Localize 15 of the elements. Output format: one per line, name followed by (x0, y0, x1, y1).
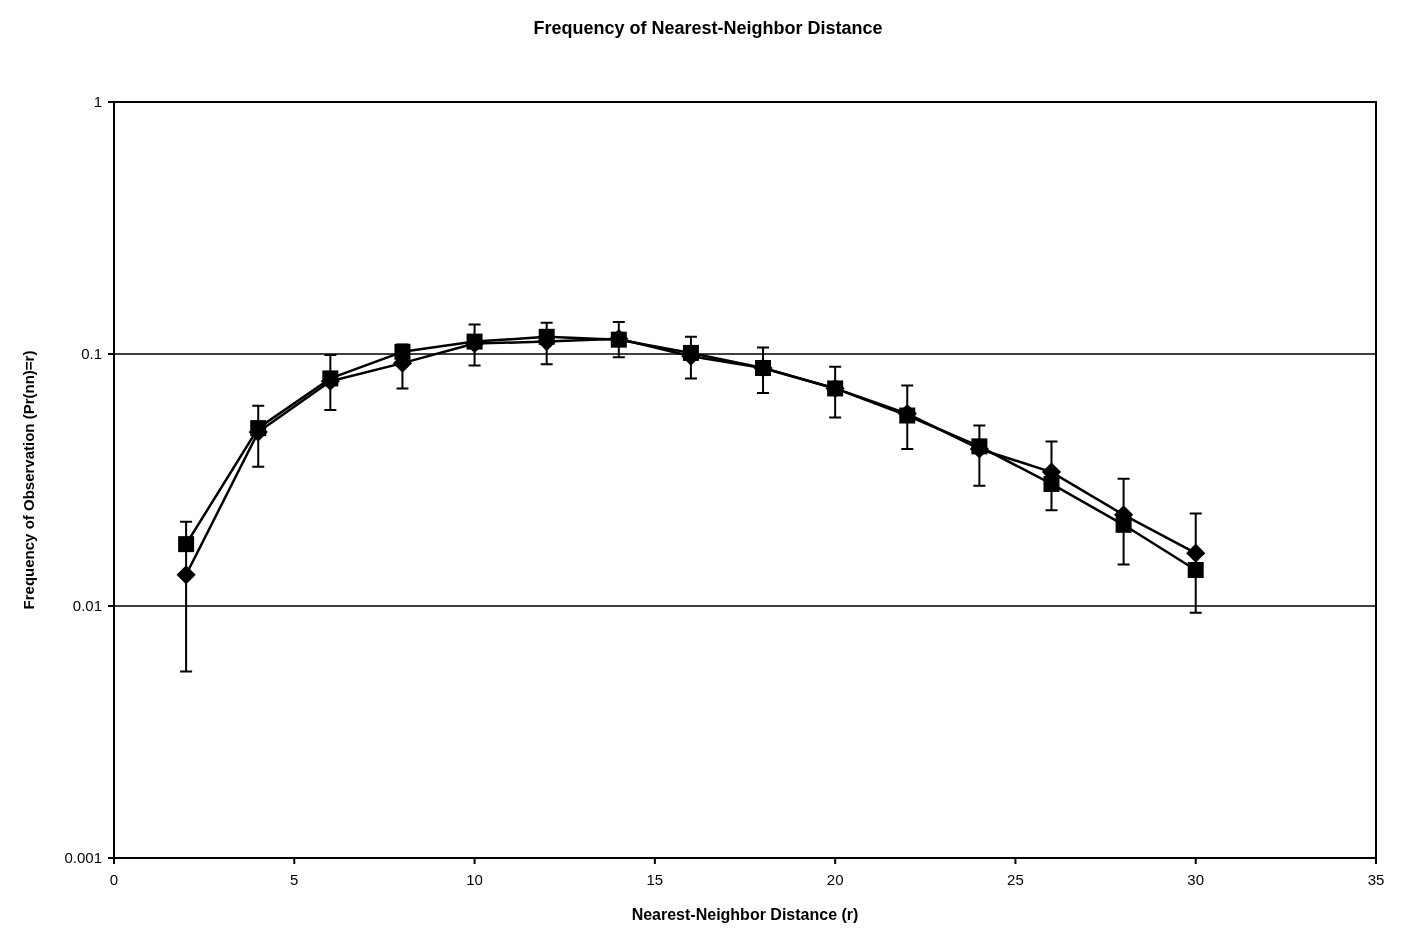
x-tick-label: 5 (290, 871, 299, 888)
y-tick-label: 0.1 (81, 345, 102, 362)
x-tick-label: 10 (466, 871, 483, 888)
x-tick-label: 25 (1007, 871, 1024, 888)
y-tick-label: 0.001 (64, 849, 102, 866)
x-tick-label: 0 (109, 871, 119, 888)
x-tick-label: 30 (1187, 871, 1205, 888)
x-tick-label: 20 (826, 871, 844, 888)
y-axis-title: Frequency of Observation (Pr(nn)=r) (20, 350, 37, 610)
x-tick-label: 35 (1367, 871, 1385, 888)
chart-title: Frequency of Nearest-Neighbor Distance (533, 18, 883, 38)
x-axis-title: Nearest-Neighbor Distance (r) (631, 906, 859, 923)
x-tick-label: 15 (646, 871, 664, 888)
y-tick-label: 0.01 (72, 597, 102, 614)
y-tick-label: 1 (93, 93, 102, 110)
